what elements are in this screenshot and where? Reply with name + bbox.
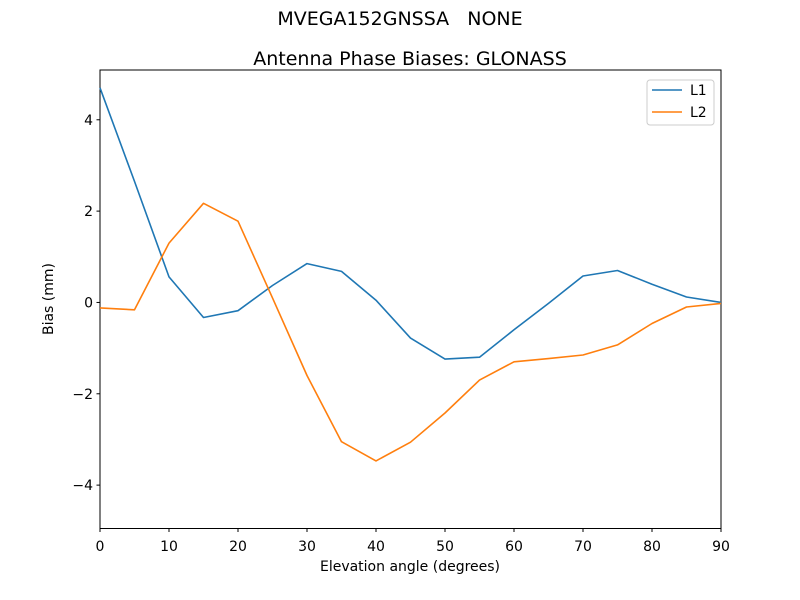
y-tick-label: −2	[72, 387, 93, 403]
x-axis-label: Elevation angle (degrees)	[320, 559, 500, 575]
y-tick-label: 2	[84, 204, 93, 220]
y-axis-label: Bias (mm)	[41, 263, 57, 335]
legend-box	[646, 79, 715, 126]
x-tick-label: 70	[574, 539, 592, 555]
x-tick-label: 80	[643, 539, 661, 555]
y-tick-label: 4	[84, 113, 93, 129]
x-tick-label: 90	[712, 539, 730, 555]
legend-label-l2: L2	[690, 105, 707, 121]
chart-title: Antenna Phase Biases: GLONASS	[253, 48, 567, 70]
legend: L1 L2	[646, 79, 715, 126]
x-tick-label: 10	[160, 539, 178, 555]
y-tick-label: 0	[84, 295, 93, 311]
plot-border	[99, 69, 722, 529]
series-line-l1	[99, 87, 722, 360]
x-tick-label: 60	[505, 539, 523, 555]
x-tick-label: 50	[436, 539, 454, 555]
x-axis: 0 10 20 30 40 50 60 70 80 90	[96, 528, 730, 555]
x-tick-label: 40	[367, 539, 385, 555]
x-tick-label: 30	[298, 539, 316, 555]
figure-suptitle: MVEGA152GNSSA NONE	[277, 8, 523, 30]
series-line-l2	[99, 202, 722, 462]
y-axis: 4 2 0 −2 −4	[72, 113, 100, 494]
series-group	[99, 87, 722, 462]
x-tick-label: 20	[229, 539, 247, 555]
legend-label-l1: L1	[690, 83, 707, 99]
y-tick-label: −4	[72, 478, 93, 494]
x-tick-label: 0	[96, 539, 105, 555]
